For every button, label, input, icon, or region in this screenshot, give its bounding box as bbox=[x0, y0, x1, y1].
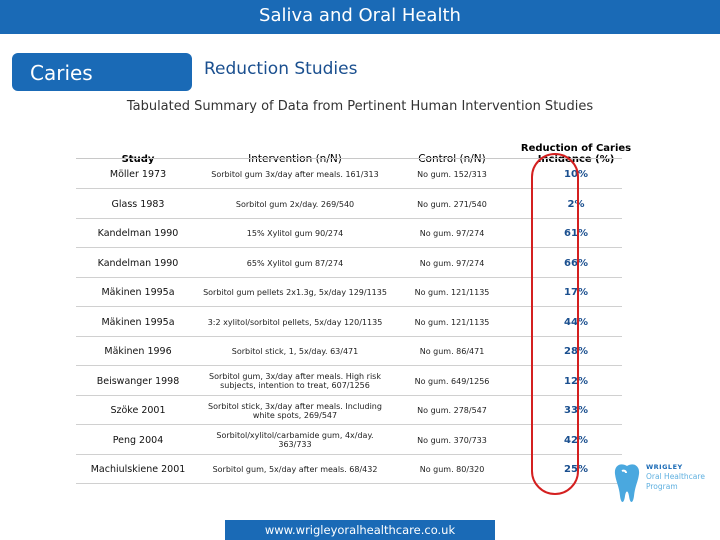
table-row: Mäkinen 1996 Sorbitol stick, 1, 5x/day. 6… bbox=[76, 337, 622, 366]
table-row: Mäkinen 1995a Sorbitol gum pellets 2x1.3g… bbox=[76, 278, 622, 307]
wrigley-logo: WRIGLEY Oral Healthcare Program bbox=[608, 458, 718, 518]
cell-intervention: Sorbitol gum 3x/day after meals. 161/313 bbox=[211, 170, 379, 179]
tab-reduction-studies[interactable]: Reduction Studies bbox=[190, 53, 600, 91]
cell-intervention: Sorbitol stick, 3x/day after meals. Incl… bbox=[208, 401, 382, 420]
table-row: Kandelman 1990 65% Xylitol gum 87/274 No g… bbox=[76, 249, 622, 278]
cell-control: No gum. 271/540 bbox=[417, 199, 487, 209]
cell-intervention: 15% Xylitol gum 90/274 bbox=[246, 229, 344, 238]
studies-table: Study Intervention (n/N) Control (n/N) R… bbox=[76, 123, 631, 485]
cell-control: No gum. 97/274 bbox=[419, 229, 485, 238]
column-header-reduction: Reduction of Caries Incidence (%) bbox=[520, 143, 632, 165]
cell-reduction: 12% bbox=[564, 375, 588, 387]
cell-study: Glass 1983 bbox=[111, 198, 165, 210]
logo-line-2: Oral Healthcare bbox=[646, 472, 705, 481]
table-row: Peng 2004 Sorbitol/xylitol/carbamide gum,… bbox=[76, 426, 622, 455]
cell-reduction: 61% bbox=[564, 228, 588, 239]
cell-reduction: 33% bbox=[564, 405, 588, 416]
footer-url[interactable]: www.wrigleyoralhealthcare.co.uk bbox=[264, 523, 456, 537]
cell-control: No gum. 121/1135 bbox=[414, 317, 490, 327]
cell-reduction: 66% bbox=[564, 257, 588, 269]
cell-intervention: Sorbitol/xylitol/carbamide gum, 4x/day. … bbox=[216, 431, 374, 449]
cell-control: No gum. 152/313 bbox=[417, 170, 487, 179]
cell-reduction: 42% bbox=[564, 434, 588, 446]
cell-control: No gum. 370/733 bbox=[417, 435, 487, 445]
cell-reduction: 2% bbox=[567, 198, 585, 210]
cell-study: Beiswanger 1998 bbox=[96, 375, 180, 387]
column-header-control: Control (n/N) bbox=[418, 153, 486, 165]
title-bar: Saliva and Oral Health bbox=[0, 0, 720, 34]
cell-reduction: 25% bbox=[564, 464, 588, 475]
cell-reduction: 17% bbox=[564, 287, 588, 298]
tab-reduction-label: Reduction Studies bbox=[204, 59, 358, 79]
table-row: Beiswanger 1998 Sorbitol gum, 3x/day afte… bbox=[76, 367, 622, 396]
table-row: Glass 1983 Sorbitol gum 2x/day. 269/540 No… bbox=[76, 190, 622, 219]
table-row: Szöke 2001 Sorbitol stick, 3x/day after m… bbox=[76, 396, 622, 425]
cell-study: Peng 2004 bbox=[112, 434, 164, 446]
cell-study: Machiulskiene 2001 bbox=[90, 464, 186, 475]
cell-intervention: Sorbitol gum, 5x/day after meals. 68/432 bbox=[212, 465, 378, 474]
cell-intervention: Sorbitol stick, 1, 5x/day. 63/471 bbox=[231, 347, 359, 356]
tab-caries-label: Caries bbox=[30, 61, 93, 85]
cell-control: No gum. 97/274 bbox=[419, 258, 485, 268]
table-row: Machiulskiene 2001 Sorbitol gum, 5x/day a… bbox=[76, 455, 622, 484]
cell-intervention: Sorbitol gum 2x/day. 269/540 bbox=[235, 199, 355, 209]
cell-study: Mäkinen 1996 bbox=[104, 346, 172, 357]
cell-control: No gum. 278/547 bbox=[417, 406, 487, 415]
cell-control: No gum. 80/320 bbox=[419, 465, 485, 474]
cell-study: Szöke 2001 bbox=[110, 405, 166, 416]
cell-study: Mäkinen 1995a bbox=[101, 287, 175, 298]
column-header-study: Study bbox=[121, 154, 155, 165]
cell-control: No gum. 649/1256 bbox=[414, 376, 490, 386]
cell-reduction: 28% bbox=[564, 346, 588, 357]
page-title: Saliva and Oral Health bbox=[259, 5, 461, 26]
cell-study: Möller 1973 bbox=[109, 169, 167, 180]
header-divider bbox=[76, 158, 622, 159]
cell-study: Mäkinen 1995a bbox=[101, 316, 175, 328]
cell-intervention: 65% Xylitol gum 87/274 bbox=[246, 258, 344, 268]
reduction-highlight-oval bbox=[531, 153, 579, 495]
cell-control: No gum. 121/1135 bbox=[414, 288, 490, 297]
logo-line-3: Program bbox=[646, 482, 678, 491]
cell-intervention: 3:2 xylitol/sorbitol pellets, 5x/day 120… bbox=[207, 317, 383, 327]
cell-intervention: Sorbitol gum pellets 2x1.3g, 5x/day 129/… bbox=[203, 288, 387, 297]
cell-study: Kandelman 1990 bbox=[97, 228, 179, 239]
table-row: Kandelman 1990 15% Xylitol gum 90/274 No g… bbox=[76, 219, 622, 248]
cell-study: Kandelman 1990 bbox=[97, 257, 179, 269]
tooth-icon bbox=[614, 464, 640, 502]
tab-caries[interactable]: Caries bbox=[12, 53, 192, 91]
cell-control: No gum. 86/471 bbox=[419, 347, 485, 356]
cell-intervention: Sorbitol gum, 3x/day after meals. High r… bbox=[209, 372, 381, 390]
logo-line-1: WRIGLEY bbox=[646, 463, 683, 471]
footer-bar: www.wrigleyoralhealthcare.co.uk bbox=[225, 520, 495, 540]
cell-reduction: 44% bbox=[564, 316, 588, 328]
column-header-intervention: Intervention (n/N) bbox=[248, 153, 342, 165]
table-row: Mäkinen 1995a 3:2 xylitol/sorbitol pellet… bbox=[76, 308, 622, 337]
table-subtitle: Tabulated Summary of Data from Pertinent… bbox=[126, 99, 594, 114]
